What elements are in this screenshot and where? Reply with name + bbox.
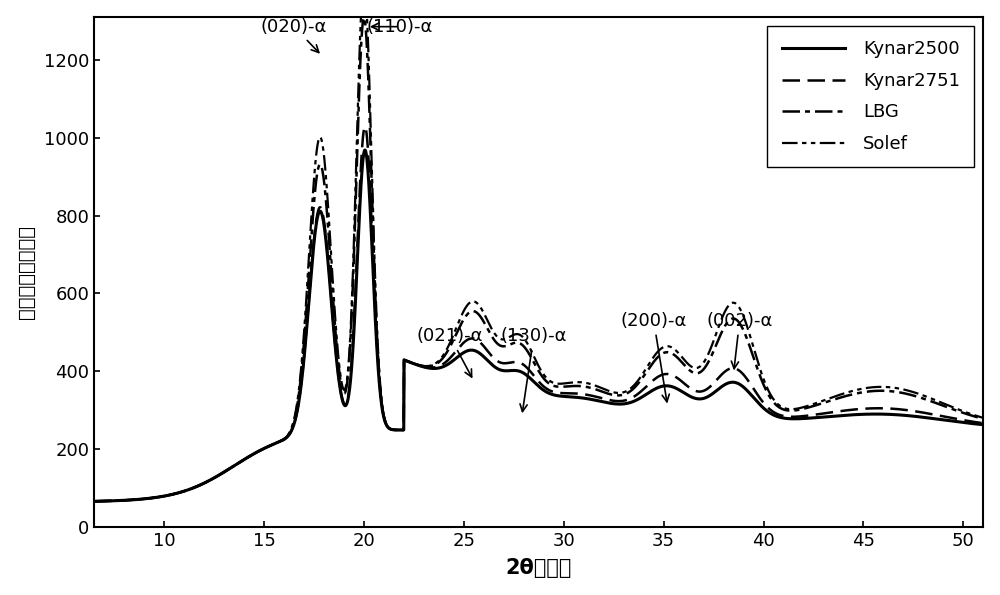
Solef <box>88 498 100 505</box>
LBG <box>242 453 254 461</box>
LBG <box>468 308 480 315</box>
Kynar2500 <box>190 483 202 490</box>
Line: Solef: Solef <box>94 0 983 502</box>
Text: (002)-α: (002)-α <box>706 312 773 369</box>
LBG <box>429 361 441 368</box>
Kynar2500 <box>242 453 254 461</box>
Text: (020)-α: (020)-α <box>261 18 327 52</box>
Kynar2751 <box>190 483 202 490</box>
Kynar2751 <box>468 335 480 342</box>
Kynar2500 <box>88 498 100 505</box>
Y-axis label: 強度［任意单位］: 強度［任意单位］ <box>17 225 36 319</box>
Solef <box>190 483 202 490</box>
Kynar2751 <box>359 123 371 130</box>
LBG <box>977 415 989 422</box>
Kynar2751 <box>960 417 972 424</box>
LBG <box>960 411 972 418</box>
Kynar2751 <box>977 419 989 427</box>
Line: LBG: LBG <box>94 18 983 502</box>
Solef <box>242 453 254 461</box>
Solef <box>864 384 876 391</box>
LBG <box>864 388 876 395</box>
X-axis label: 2θ［度］: 2θ［度］ <box>506 558 572 578</box>
Kynar2500 <box>960 419 972 427</box>
Line: Kynar2500: Kynar2500 <box>94 150 983 502</box>
Solef <box>977 414 989 421</box>
Kynar2500 <box>864 411 876 418</box>
Text: (110)-α: (110)-α <box>367 18 433 36</box>
Kynar2751 <box>88 498 100 505</box>
Text: (130)-α: (130)-α <box>501 327 567 412</box>
Solef <box>960 409 972 416</box>
Kynar2751 <box>429 364 441 371</box>
Solef <box>429 360 441 367</box>
Kynar2500 <box>359 146 371 154</box>
LBG <box>88 498 100 505</box>
Kynar2500 <box>468 347 480 354</box>
LBG <box>190 483 202 490</box>
Kynar2500 <box>429 365 441 372</box>
Kynar2500 <box>977 421 989 428</box>
Solef <box>468 298 480 305</box>
Line: Kynar2751: Kynar2751 <box>94 127 983 502</box>
Text: (200)-α: (200)-α <box>620 312 687 402</box>
Text: (021)-α: (021)-α <box>417 327 483 377</box>
LBG <box>358 14 370 21</box>
Legend: Kynar2500, Kynar2751, LBG, Solef: Kynar2500, Kynar2751, LBG, Solef <box>767 26 974 167</box>
Kynar2751 <box>864 405 876 412</box>
Kynar2751 <box>242 453 254 461</box>
